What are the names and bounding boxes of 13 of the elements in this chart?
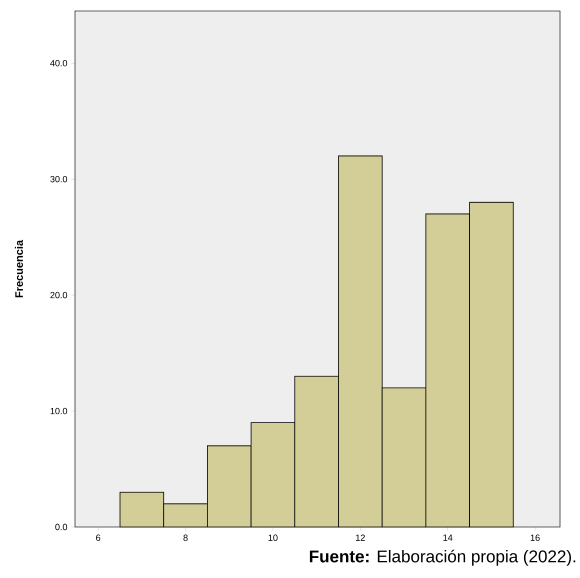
y-axis-title: Frecuencia <box>14 240 23 298</box>
x-tick-label: 14 <box>443 534 452 541</box>
y-tick-label: 40.0 <box>50 60 68 66</box>
x-tick-label: 6 <box>96 534 100 541</box>
x-tick-label: 10 <box>268 534 278 541</box>
y-tick-label: 10.0 <box>50 408 68 414</box>
x-tick-label: 8 <box>183 534 188 541</box>
x-tick-label: 12 <box>356 534 365 541</box>
x-tick-label: 16 <box>530 534 540 541</box>
y-tick-label: 20.0 <box>50 292 68 298</box>
text: Fuente: Elaboración propia (2022). <box>310 550 576 566</box>
y-tick-label: 30.0 <box>50 176 68 182</box>
y-tick-label: 0.0 <box>55 524 68 530</box>
